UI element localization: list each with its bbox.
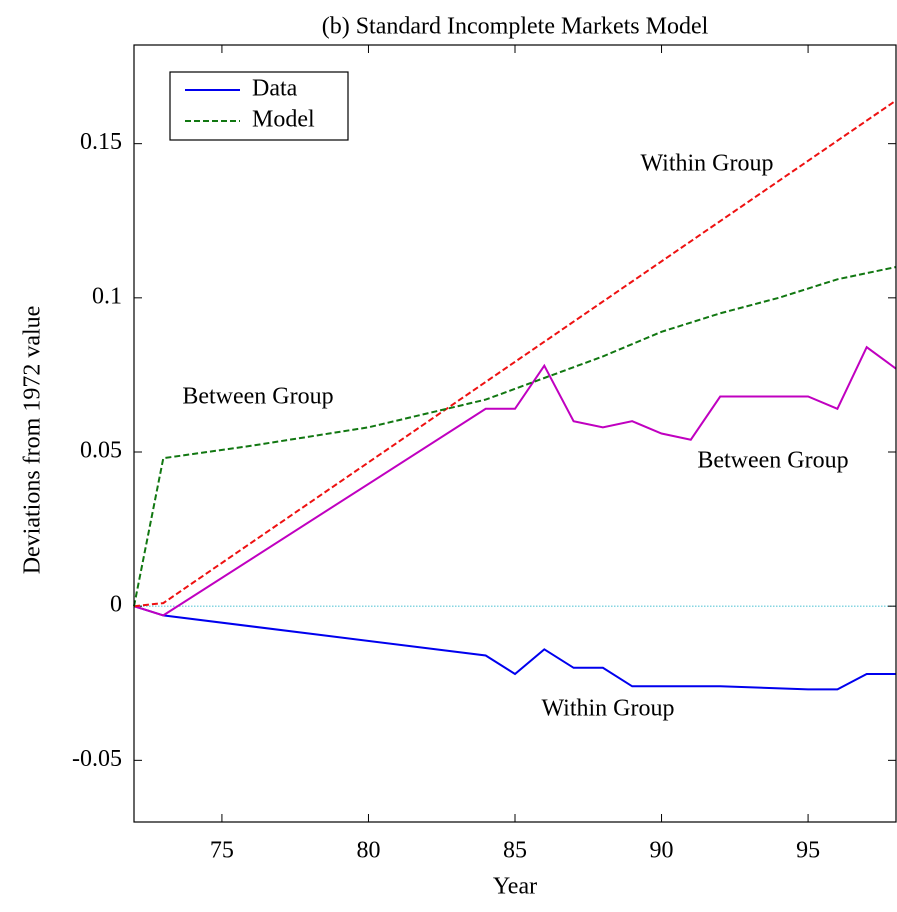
x-tick-label: 80 bbox=[356, 838, 380, 864]
x-tick-label: 95 bbox=[796, 838, 820, 864]
y-tick-label: 0 bbox=[110, 592, 122, 618]
series-line bbox=[133, 266, 897, 607]
x-axis-label: Year bbox=[493, 874, 537, 900]
legend-label: Data bbox=[252, 76, 298, 102]
legend-label: Model bbox=[252, 107, 315, 133]
y-tick-label: 0.05 bbox=[80, 438, 122, 464]
chart-title: (b) Standard Incomplete Markets Model bbox=[322, 14, 709, 40]
legend-box bbox=[169, 71, 349, 141]
x-tick-label: 90 bbox=[650, 838, 674, 864]
y-tick-label: 0.15 bbox=[80, 129, 122, 155]
x-tick-label: 85 bbox=[503, 838, 527, 864]
y-tick-label: 0.1 bbox=[92, 283, 122, 309]
series-annotation: Between Group bbox=[182, 384, 333, 410]
series-annotation: Within Group bbox=[541, 696, 674, 722]
series-annotation: Within Group bbox=[640, 151, 773, 177]
series-line bbox=[133, 345, 897, 617]
x-tick-label: 75 bbox=[210, 838, 234, 864]
series-line bbox=[133, 605, 896, 691]
y-tick-label: -0.05 bbox=[72, 746, 122, 772]
y-axis-label: Deviations from 1972 value bbox=[20, 306, 46, 575]
series-line bbox=[133, 99, 897, 608]
plot-frame bbox=[133, 44, 897, 823]
series-annotation: Between Group bbox=[697, 448, 848, 474]
